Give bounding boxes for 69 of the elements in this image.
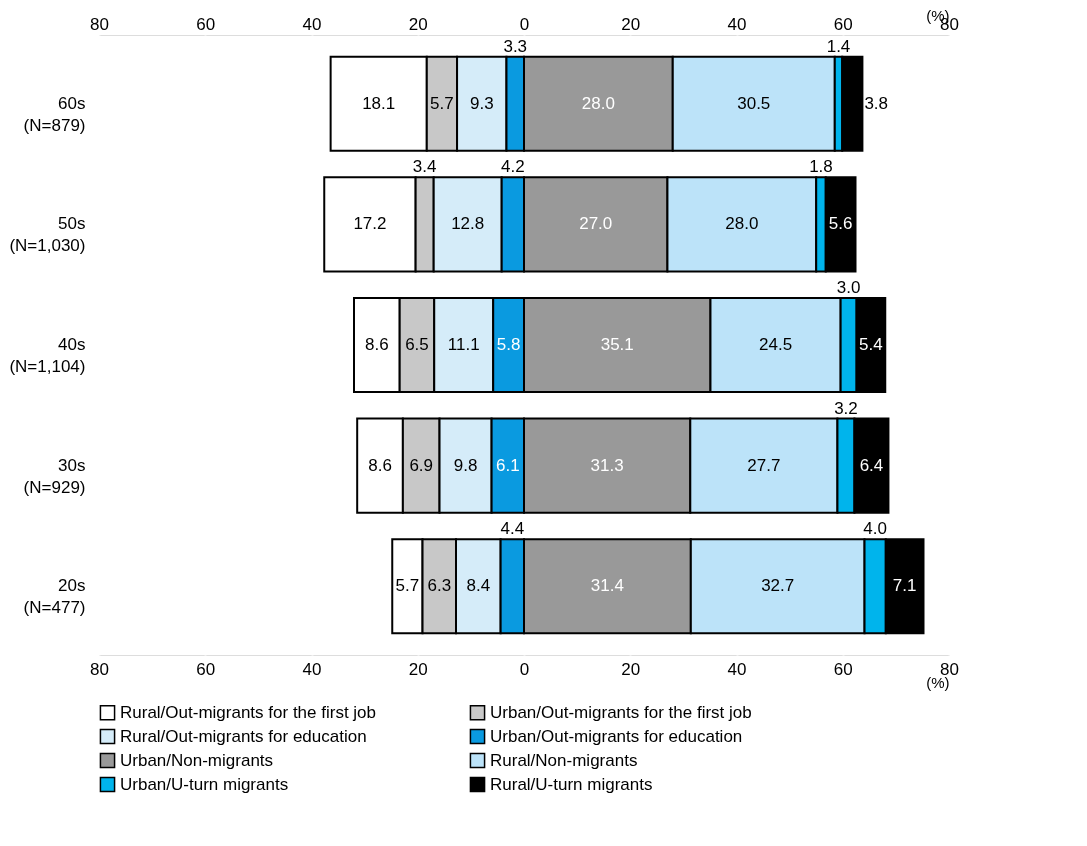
legend-label: Rural/Out-migrants for the first job	[120, 702, 377, 722]
data-label: 6.1	[495, 455, 520, 475]
data-label: 9.3	[469, 93, 494, 113]
data-label: 7.1	[892, 576, 917, 596]
data-label: 27.0	[579, 214, 613, 234]
data-label: 27.7	[747, 455, 781, 475]
x2-tick-label: 20	[408, 14, 428, 34]
legend-label: Rural/Out-migrants for education	[120, 726, 367, 746]
y-tick-label: 20s (N=477)	[23, 576, 86, 618]
data-label: 17.2	[353, 214, 387, 234]
x2-tick-label: 20	[621, 14, 641, 34]
data-label: 8.6	[368, 455, 392, 475]
data-label: 5.7	[395, 576, 420, 596]
y-tick-label: 50s (N=1,030)	[9, 214, 86, 256]
y-tick-label: 60s (N=879)	[23, 93, 86, 135]
data-label: 28.0	[725, 214, 759, 234]
data-label: 6.5	[405, 335, 429, 354]
x2-tick-label: 0	[519, 14, 530, 34]
data-label: 1.8	[809, 157, 833, 177]
data-label: 32.7	[761, 576, 795, 596]
data-label: 12.8	[451, 214, 485, 234]
x-tick-label: 40	[302, 659, 322, 679]
data-label: 28.0	[581, 93, 615, 113]
legend-label: Urban/Non-migrants	[120, 750, 274, 770]
data-label: 5.7	[430, 93, 454, 113]
data-label: 5.8	[496, 335, 521, 354]
x-tick-label: 60	[196, 659, 216, 679]
y-tick-label: 40s (N=1,104)	[9, 335, 86, 376]
legend-label: Urban/Out-migrants for education	[490, 726, 743, 746]
x-tick-label: 20	[408, 659, 428, 679]
data-label: 3.3	[503, 36, 528, 56]
data-label: 31.3	[590, 455, 624, 475]
x-tick-label: 0	[519, 659, 530, 679]
legend-label: Urban/U-turn migrants	[120, 774, 289, 794]
data-label: 5.6	[828, 214, 853, 234]
x2-tick-label: 40	[727, 14, 747, 34]
x-tick-label: 40	[727, 659, 747, 679]
legend-label: Rural/Non-migrants	[490, 750, 638, 770]
data-label: 6.4	[859, 455, 884, 475]
data-label: 6.3	[427, 576, 452, 596]
x2-tick-label: 80	[90, 14, 109, 34]
data-label: 35.1	[600, 335, 634, 354]
data-label: 4.0	[863, 519, 887, 539]
x-tick-label: 60	[833, 659, 853, 679]
y-tick-label: 30s (N=929)	[23, 455, 86, 497]
data-label: 5.4	[859, 335, 883, 354]
data-label: 3.0	[836, 277, 861, 297]
data-label: 4.2	[501, 157, 525, 177]
legend-label: Rural/U-turn migrants	[490, 774, 653, 794]
x2-tick-label: 40	[302, 14, 322, 34]
legend-label: Urban/Out-migrants for the first job	[490, 702, 752, 722]
x2-tick-label: 60	[833, 14, 853, 34]
data-label: 3.2	[834, 398, 858, 418]
data-label: 31.4	[590, 576, 624, 596]
data-label: 3.4	[412, 157, 437, 177]
data-label: 1.4	[826, 36, 851, 56]
data-label: 8.4	[466, 576, 491, 596]
data-label: 3.8	[864, 93, 889, 113]
data-label: 9.8	[453, 455, 478, 475]
data-label: 4.4	[500, 519, 525, 539]
x-tick-label: 20	[621, 659, 641, 679]
x2-tick-label: 60	[196, 14, 216, 34]
data-label: 30.5	[737, 93, 771, 113]
data-label: 24.5	[759, 335, 793, 354]
data-label: 11.1	[447, 335, 480, 354]
x-tick-label: 80	[90, 659, 109, 679]
data-label: 18.1	[362, 93, 396, 113]
data-label: 6.9	[409, 455, 434, 475]
data-label: 8.6	[365, 335, 389, 354]
